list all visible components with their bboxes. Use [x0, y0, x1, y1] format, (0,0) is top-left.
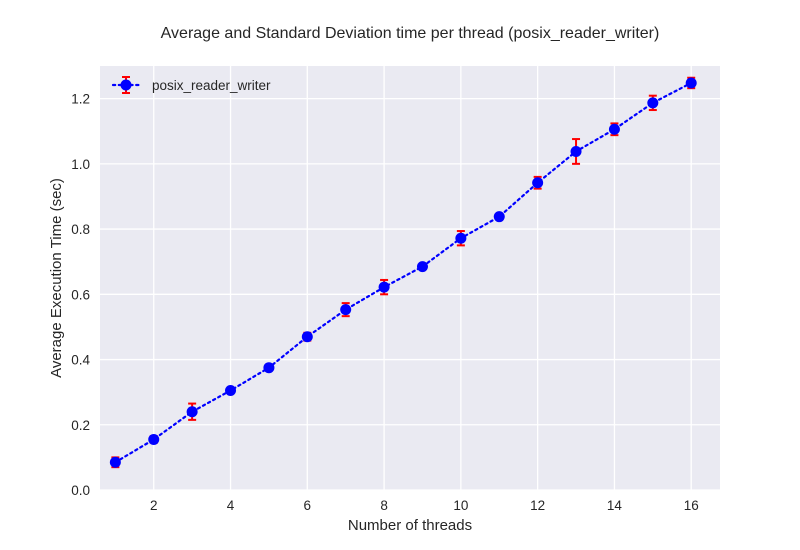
- y-tick-label: 0.2: [71, 418, 90, 433]
- y-tick-label: 0.0: [71, 483, 90, 498]
- y-tick-label: 1.0: [71, 157, 90, 172]
- plot-area: [100, 66, 720, 490]
- legend-point: [120, 79, 132, 91]
- x-tick-label: 14: [607, 498, 623, 513]
- x-tick-label: 16: [684, 498, 699, 513]
- tick-labels: 2 4 6 8 10 12 14 16 0.0 0.2 0.4 0.6 0.8 1.0 1.2: [71, 92, 699, 513]
- y-tick-label: 0.4: [71, 353, 90, 368]
- legend-label: posix_reader_writer: [152, 78, 271, 93]
- data-point: [685, 77, 697, 89]
- data-point: [493, 211, 505, 223]
- data-point: [647, 97, 659, 109]
- y-tick-label: 0.8: [71, 222, 90, 237]
- x-tick-label: 6: [304, 498, 312, 513]
- grid-lines: [100, 66, 720, 491]
- x-axis-label: Number of threads: [348, 517, 472, 534]
- data-point: [378, 281, 390, 293]
- data-point: [340, 304, 352, 316]
- x-tick-label: 12: [530, 498, 545, 513]
- legend-marker: [111, 76, 141, 94]
- data-point: [455, 232, 467, 244]
- x-tick-label: 10: [453, 498, 468, 513]
- chart-title: Average and Standard Deviation time per …: [161, 25, 660, 42]
- legend: posix_reader_writer: [111, 76, 271, 94]
- y-axis-label: Average Execution Time (sec): [48, 178, 65, 378]
- data-point: [148, 433, 160, 445]
- data-point: [608, 123, 620, 135]
- data-layer: [109, 76, 697, 469]
- y-tick-label: 1.2: [71, 92, 90, 107]
- data-point: [225, 385, 237, 397]
- data-point: [570, 145, 582, 157]
- data-point: [263, 362, 275, 374]
- data-point: [186, 406, 198, 418]
- x-tick-label: 8: [380, 498, 388, 513]
- data-point: [109, 456, 121, 468]
- x-tick-label: 4: [227, 498, 235, 513]
- y-tick-label: 0.6: [71, 287, 90, 302]
- data-point: [532, 177, 544, 189]
- data-point: [301, 331, 313, 343]
- data-point: [416, 261, 428, 273]
- series-line: [114, 81, 693, 464]
- x-tick-label: 2: [150, 498, 158, 513]
